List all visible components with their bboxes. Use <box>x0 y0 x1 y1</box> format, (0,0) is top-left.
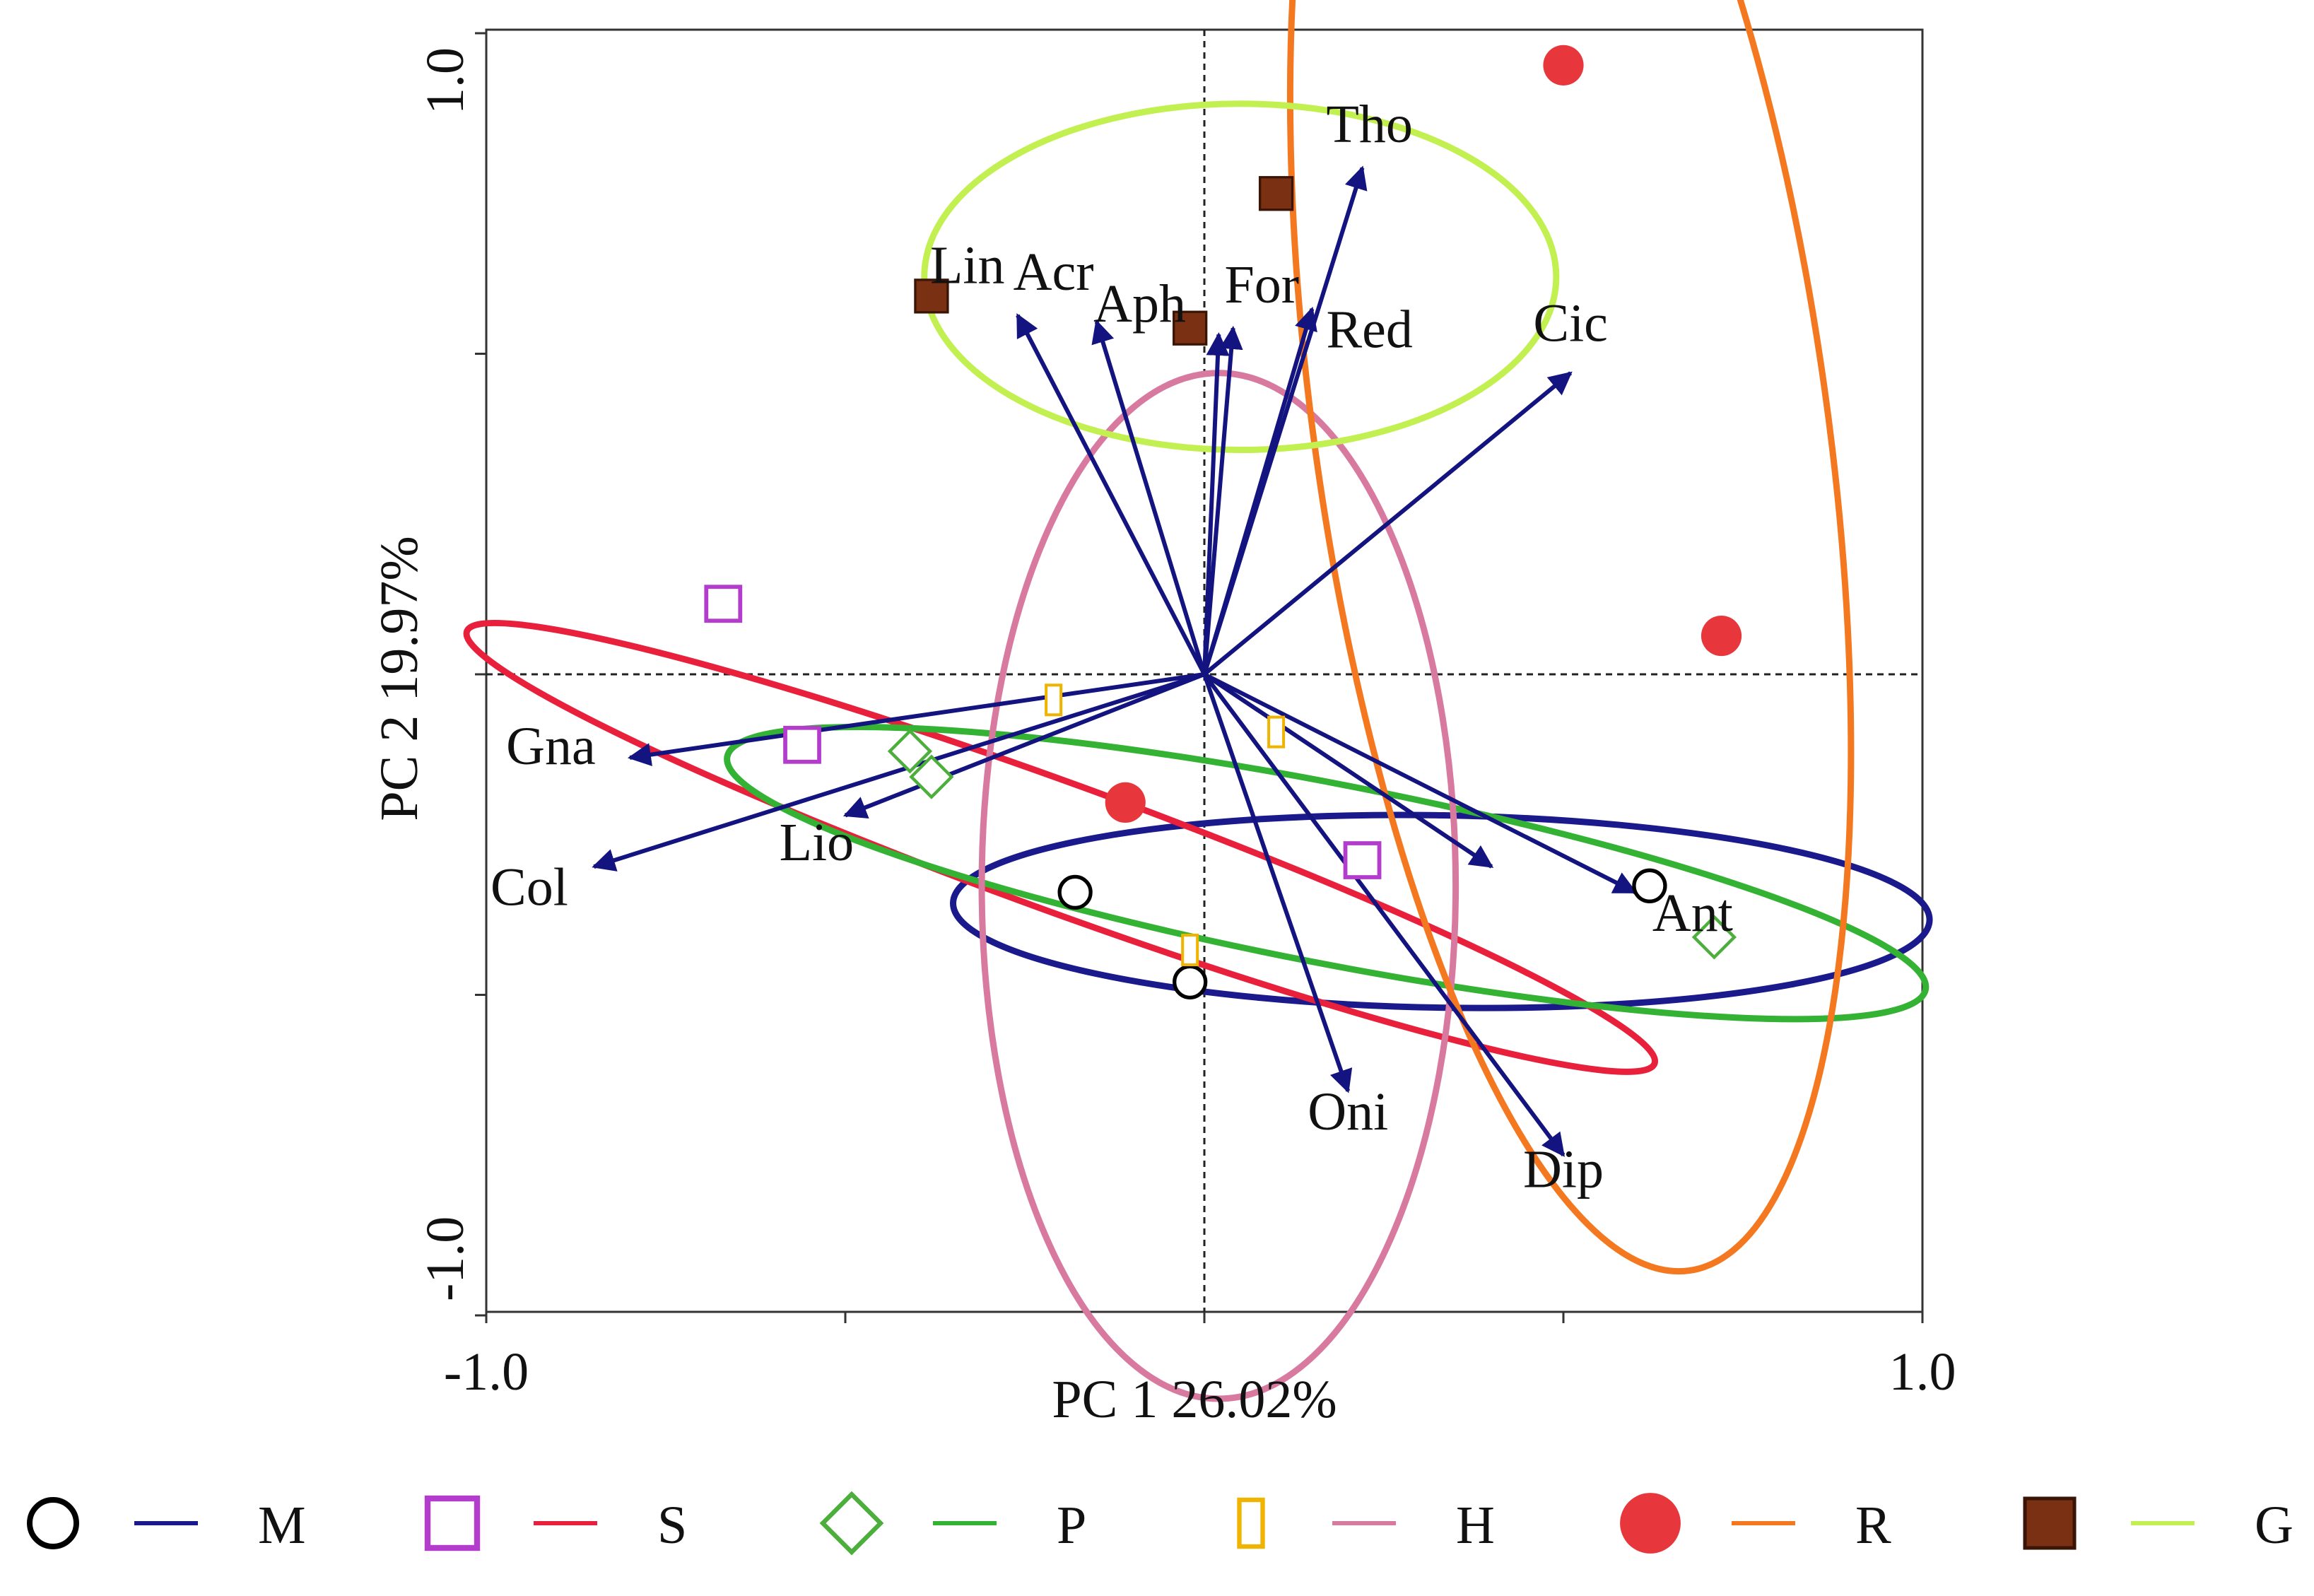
group-ellipses <box>463 0 1933 1402</box>
x-axis-title: PC 1 26.02% <box>1052 1370 1337 1429</box>
vector-label-cic: Cic <box>1533 293 1608 353</box>
y-tick-label: -1.0 <box>416 1216 475 1301</box>
vector-label-lin: Lin <box>930 236 1005 295</box>
point-g <box>1173 310 1208 346</box>
vector-label-oni: Oni <box>1308 1082 1388 1142</box>
point-r <box>1105 782 1146 823</box>
legend-marker-r <box>1620 1493 1681 1554</box>
legend-marker-h <box>1237 1497 1265 1549</box>
legend-label-g: G <box>2255 1496 2294 1555</box>
vector-label-lio: Lio <box>780 813 854 872</box>
legend-marker-m <box>27 1497 79 1549</box>
point-p <box>887 729 933 774</box>
vector-aph <box>1202 331 1230 675</box>
legend-label-s: S <box>657 1496 687 1555</box>
loading-vectors <box>592 165 1638 1157</box>
point-r <box>1543 45 1584 86</box>
point-h <box>1045 683 1063 717</box>
vector-oni <box>1202 674 1353 1093</box>
vector-acr <box>1091 319 1206 675</box>
ellipse-r <box>1286 0 1855 1275</box>
vector-cic <box>1203 371 1573 676</box>
vector-label-aph: Aph <box>1093 274 1186 334</box>
point-m <box>1173 964 1208 999</box>
ellipse-s <box>463 619 1659 1075</box>
point-s <box>783 725 821 764</box>
point-m <box>1632 868 1667 903</box>
y-tick-label: 1.0 <box>416 47 475 115</box>
point-p <box>909 754 954 799</box>
x-tick-label: 1.0 <box>1889 1342 1956 1402</box>
ellipse-m <box>950 811 1933 1011</box>
point-g <box>914 278 949 314</box>
point-h <box>1181 933 1199 967</box>
point-m <box>1057 874 1093 910</box>
vector-label-tho: Tho <box>1326 95 1412 154</box>
legend-label-r: R <box>1855 1496 1891 1555</box>
vector-label-red: Red <box>1326 300 1412 359</box>
point-s <box>704 585 743 623</box>
legend-label-m: M <box>258 1496 306 1555</box>
vector-label-for: For <box>1224 255 1299 315</box>
vector-col <box>592 672 1205 872</box>
legend-label-h: H <box>1456 1496 1495 1555</box>
y-axis-title: PC 2 19.97% <box>370 536 429 821</box>
vector-ant <box>1203 672 1638 895</box>
ellipse-p <box>724 724 1930 1023</box>
vector-gna <box>627 672 1205 766</box>
vector-label-dip: Dip <box>1523 1140 1604 1199</box>
vector-ant2 <box>1203 672 1494 869</box>
point-r <box>1701 615 1742 657</box>
vector-label-gna: Gna <box>506 717 596 776</box>
point-p <box>1691 915 1737 960</box>
vector-red <box>1202 306 1317 675</box>
vector-lio <box>842 672 1206 819</box>
vector-for <box>1202 325 1243 675</box>
legend-marker-s <box>424 1495 481 1551</box>
x-tick-label: -1.0 <box>444 1342 529 1402</box>
legend-label-p: P <box>1057 1496 1086 1555</box>
vector-lin <box>1016 313 1206 676</box>
vector-dip <box>1202 673 1566 1157</box>
point-s <box>1343 841 1382 879</box>
vector-label-acr: Acr <box>1014 242 1094 302</box>
ellipse-g <box>921 100 1560 454</box>
legend-marker-p <box>819 1491 884 1556</box>
point-g <box>1258 176 1294 211</box>
vector-label-col: Col <box>491 858 568 917</box>
legend-marker-g <box>2023 1496 2077 1550</box>
axis-and-vector-labels: PC 1 26.02% PC 2 19.97% -1.0 1.0 1.0 -1.0 Th… <box>370 47 1956 1429</box>
vector-label-ant: Ant <box>1652 884 1733 943</box>
sample-points <box>704 45 1742 999</box>
point-h <box>1267 715 1286 749</box>
